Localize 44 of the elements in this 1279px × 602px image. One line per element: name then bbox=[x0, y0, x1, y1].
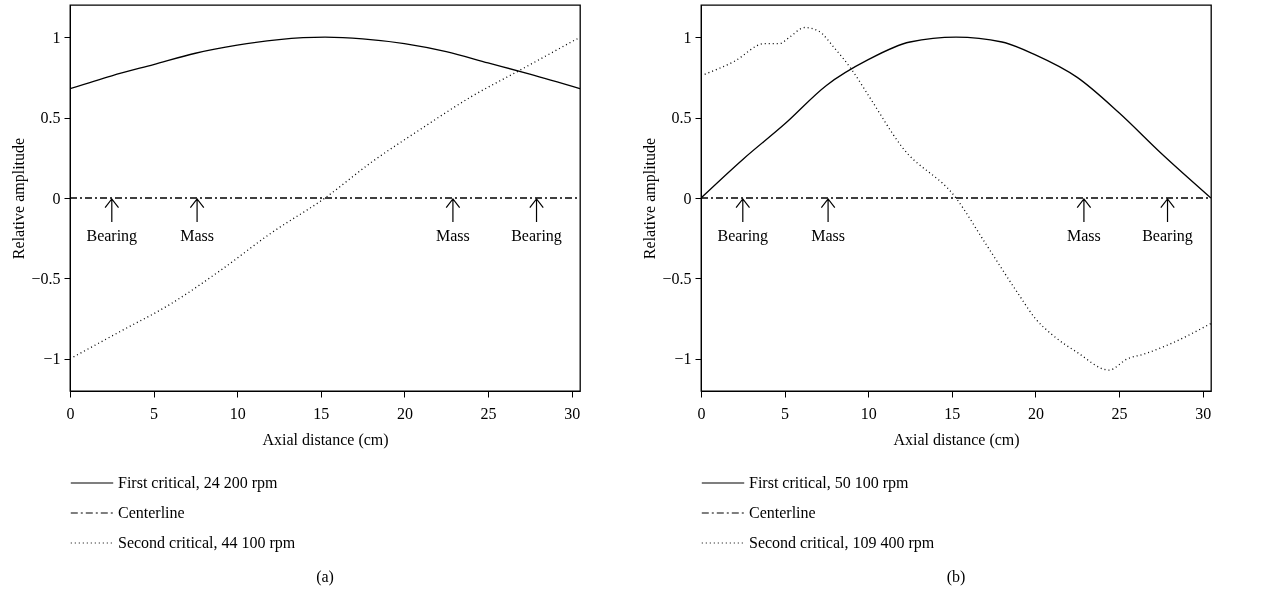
x-tick-label: 20 bbox=[1027, 404, 1044, 422]
y-tick-label: −0.5 bbox=[662, 269, 692, 287]
annotation: Bearing bbox=[86, 227, 138, 245]
y-tick-label: 0.5 bbox=[671, 109, 692, 127]
x-axis-title: Axial distance (cm) bbox=[893, 430, 1020, 449]
x-tick-label: 10 bbox=[229, 404, 246, 422]
y-axis-title: Relative amplitude bbox=[10, 137, 29, 260]
x-tick-label: 0 bbox=[697, 404, 706, 422]
y-tick-label: 1 bbox=[52, 28, 61, 46]
x-tick-label: 5 bbox=[150, 404, 159, 422]
annotation: Bearing bbox=[1142, 227, 1193, 245]
text: (a) bbox=[316, 568, 334, 586]
y-axis-title: Relative amplitude bbox=[641, 137, 660, 260]
annotation: Bearing bbox=[717, 227, 769, 245]
legend-label: Centerline bbox=[118, 504, 185, 521]
x-tick-label: 20 bbox=[396, 404, 413, 422]
y-tick-label: −1 bbox=[674, 350, 692, 368]
legend-label: First critical, 50 100 rpm bbox=[749, 474, 910, 492]
legend-label: Centerline bbox=[749, 504, 816, 521]
text: (b) bbox=[946, 568, 966, 586]
x-tick-label: 15 bbox=[313, 404, 330, 422]
annotation: Mass bbox=[1067, 227, 1101, 244]
annotation: Mass bbox=[811, 227, 845, 244]
y-tick-label: 0 bbox=[52, 189, 61, 207]
x-tick-label: 5 bbox=[781, 404, 790, 422]
x-tick-label: 15 bbox=[944, 404, 961, 422]
x-tick-label: 25 bbox=[480, 404, 497, 422]
y-tick-label: 0 bbox=[683, 189, 692, 207]
annotation: Mass bbox=[180, 227, 214, 244]
legend-label: First critical, 24 200 rpm bbox=[118, 474, 279, 492]
x-axis-title: Axial distance (cm) bbox=[262, 430, 389, 449]
x-tick-label: 10 bbox=[860, 404, 877, 422]
x-tick-label: 30 bbox=[564, 404, 581, 422]
y-tick-label: −0.5 bbox=[31, 269, 61, 287]
y-tick-label: −1 bbox=[43, 350, 61, 368]
legend-label: Second critical, 44 100 rpm bbox=[118, 534, 296, 552]
y-tick-label: 1 bbox=[683, 28, 692, 46]
x-tick-label: 0 bbox=[66, 404, 75, 422]
annotation: Mass bbox=[436, 227, 470, 244]
x-tick-label: 25 bbox=[1111, 404, 1128, 422]
legend-label: Second critical, 109 400 rpm bbox=[749, 534, 935, 552]
x-tick-label: 30 bbox=[1195, 404, 1212, 422]
y-tick-label: 0.5 bbox=[40, 109, 61, 127]
annotation: Bearing bbox=[511, 227, 562, 245]
